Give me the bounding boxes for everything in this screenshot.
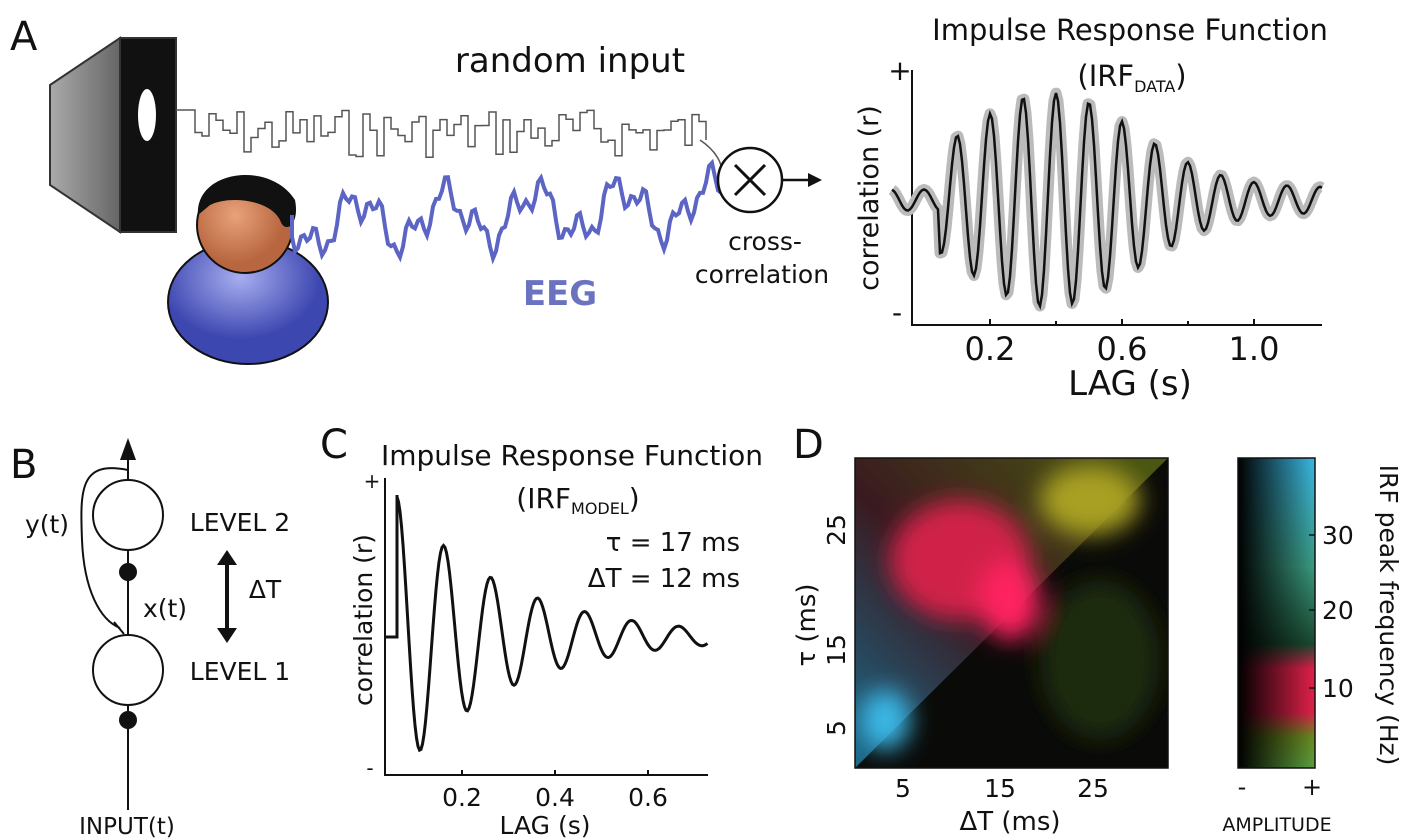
x-label: ΔT (ms) bbox=[959, 807, 1060, 837]
blob bbox=[860, 690, 910, 750]
y-plus: + bbox=[888, 54, 911, 87]
colorbar-shade bbox=[1237, 457, 1316, 769]
x-ticks bbox=[989, 319, 1255, 325]
arrow-head bbox=[808, 173, 822, 187]
panel-letter: A bbox=[10, 14, 38, 60]
y-plus: + bbox=[364, 469, 381, 493]
xcorr-label: correlation bbox=[695, 260, 829, 289]
synapse bbox=[119, 711, 137, 729]
heatmap-blobs bbox=[860, 465, 1160, 750]
colorbar-tick-label: 10 bbox=[1322, 674, 1354, 703]
x-tick-label: 1.0 bbox=[1229, 330, 1280, 368]
panel-letter: C bbox=[320, 422, 348, 468]
eeg-signal bbox=[290, 158, 723, 265]
colorbar-plus: + bbox=[1302, 773, 1322, 801]
colorbar-caption: AMPLITUDE bbox=[1222, 814, 1331, 836]
plot-title: Impulse Response Function bbox=[932, 13, 1328, 47]
irf-confidence bbox=[888, 87, 1326, 312]
link-label: x(t) bbox=[143, 594, 187, 623]
level-label: LEVEL 1 bbox=[190, 657, 290, 686]
level1-node bbox=[92, 634, 164, 706]
x-tick-label: 15 bbox=[984, 774, 1016, 803]
x-ticks bbox=[461, 770, 649, 775]
subtitle-sub: DATA bbox=[1134, 77, 1175, 96]
output-arrow bbox=[120, 438, 136, 460]
heatmap-frame bbox=[854, 457, 1169, 769]
plot-subtitle: (IRFMODEL) bbox=[516, 482, 639, 518]
monitor bbox=[49, 36, 121, 234]
x-tick-label: 0.2 bbox=[965, 330, 1016, 368]
blob bbox=[980, 560, 1040, 640]
plot-title: Impulse Response Function bbox=[381, 439, 763, 472]
y-label: correlation (r) bbox=[349, 534, 378, 706]
stimulus bbox=[138, 89, 156, 141]
feedback bbox=[80, 467, 129, 635]
panel-letter: D bbox=[793, 422, 824, 468]
connector bbox=[699, 139, 722, 176]
heatmap bbox=[855, 458, 1168, 768]
irf-curve bbox=[891, 92, 1323, 310]
irf-model-curve bbox=[385, 495, 709, 753]
delay-label: ΔT bbox=[249, 575, 282, 604]
feedback-label: y(t) bbox=[25, 510, 69, 539]
colorbar-label: IRF peak frequency (Hz) bbox=[1374, 465, 1403, 766]
subtitle-part: ) bbox=[629, 482, 640, 515]
param: ΔT = 12 ms bbox=[588, 564, 740, 594]
eeg-label: EEG bbox=[523, 274, 597, 314]
x-tick-label: 25 bbox=[1077, 774, 1109, 803]
y-tick-label: 25 bbox=[822, 514, 851, 546]
y-label: correlation (r) bbox=[854, 105, 885, 291]
synapse bbox=[119, 563, 137, 581]
x-label: LAG (s) bbox=[1068, 364, 1192, 404]
param: τ = 17 ms bbox=[606, 528, 740, 558]
colorbar-minus: - bbox=[1238, 773, 1247, 801]
x-tick-label: 0.4 bbox=[535, 783, 575, 812]
xcorr-label: cross- bbox=[728, 227, 802, 256]
input-label: INPUT(t) bbox=[79, 814, 175, 840]
y-label: τ (ms) bbox=[792, 583, 822, 666]
subtitle-part: ) bbox=[1175, 59, 1186, 93]
subtitle-sub: MODEL bbox=[571, 499, 629, 518]
level-label: LEVEL 2 bbox=[190, 508, 290, 537]
y-minus: - bbox=[366, 756, 373, 780]
plot-subtitle: (IRFDATA) bbox=[1077, 59, 1186, 96]
axes bbox=[384, 478, 708, 776]
arrow-head bbox=[217, 550, 237, 565]
y-tick-label: 5 bbox=[822, 720, 851, 736]
x-label: LAG (s) bbox=[499, 811, 590, 840]
multiplier-x bbox=[733, 163, 767, 197]
input-label: random input bbox=[455, 41, 685, 81]
colorbar-tick-label: 20 bbox=[1322, 596, 1354, 625]
person-hair bbox=[197, 174, 297, 228]
random-input-signal bbox=[176, 109, 707, 159]
arrow-head bbox=[217, 628, 237, 643]
level2-node bbox=[92, 479, 164, 551]
panel-letter: B bbox=[10, 442, 37, 488]
x-tick-label: 5 bbox=[895, 774, 911, 803]
colorbar-tick-label: 30 bbox=[1322, 521, 1354, 550]
colorbar-ticks bbox=[1309, 534, 1315, 689]
subtitle-part: (IRF bbox=[516, 482, 571, 515]
blob bbox=[1040, 580, 1160, 740]
subtitle-part: (IRF bbox=[1077, 59, 1134, 93]
axes bbox=[911, 70, 1322, 326]
blob bbox=[1040, 465, 1140, 535]
y-minus: - bbox=[892, 296, 902, 329]
y-tick-label: 15 bbox=[822, 634, 851, 666]
x-tick-label: 0.6 bbox=[628, 783, 668, 812]
x-tick-label: 0.6 bbox=[1097, 330, 1148, 368]
x-tick-label: 0.2 bbox=[442, 783, 482, 812]
